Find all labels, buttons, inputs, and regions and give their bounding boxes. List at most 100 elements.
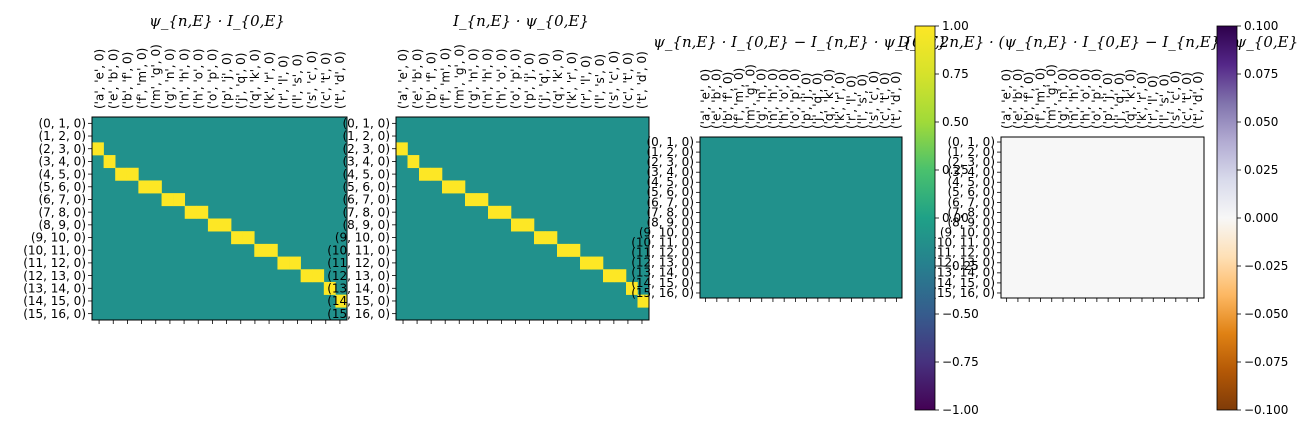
colorbar-tick-label: 0.50 bbox=[942, 115, 969, 129]
heatmap-cell bbox=[196, 205, 209, 219]
heatmap-cell bbox=[453, 180, 466, 194]
colorbar-tick-marks bbox=[935, 25, 939, 411]
x-tick-label: ('s', 'c', 0) bbox=[1169, 71, 1183, 129]
heatmap-cell bbox=[626, 281, 638, 295]
y-tick-label: (9, 10, 0) bbox=[940, 225, 995, 239]
colorbar-gradient bbox=[1216, 25, 1238, 411]
x-tick-label: ('t', 'd', 0) bbox=[1191, 71, 1205, 129]
y-tick-label: (8, 9, 0) bbox=[342, 218, 390, 232]
x-tick-label: ('p', 'j', 0) bbox=[1101, 73, 1115, 129]
colorbar-tick-label: −0.75 bbox=[942, 355, 979, 369]
y-tick-label: (8, 9, 0) bbox=[947, 215, 995, 229]
x-tick-label: ('a', 'e', 0) bbox=[698, 69, 712, 129]
x-tick-label: ('a', 'e', 0) bbox=[396, 49, 410, 109]
panel-d-times-difference: D_{F,2n,E} · (ψ_{n,E} · I_{0,E} − I_{n,E… bbox=[897, 33, 1298, 302]
colorbar-tick-label: −0.050 bbox=[1244, 307, 1288, 321]
y-tick-label: (10, 11, 0) bbox=[932, 236, 995, 250]
y-tick-label: (14, 15, 0) bbox=[23, 294, 86, 308]
x-tick-label: ('e', 'b', 0) bbox=[106, 49, 120, 109]
y-tick-label: (13, 14, 0) bbox=[327, 281, 390, 295]
x-tick-label: ('m', 'g', 0) bbox=[149, 44, 163, 109]
y-tick-label: (3, 4, 0) bbox=[38, 155, 86, 169]
heatmap-cells bbox=[700, 137, 902, 298]
y-tick-label: (7, 8, 0) bbox=[646, 205, 694, 219]
y-tick-label: (11, 12, 0) bbox=[327, 256, 390, 270]
x-tick-label: ('j', 'q', 0) bbox=[537, 53, 551, 109]
heatmap-cell bbox=[396, 142, 408, 156]
x-tick-label: ('g', 'n', 0) bbox=[163, 48, 177, 109]
x-tick-label: ('c', 't', 0) bbox=[878, 72, 892, 129]
x-tick-label: ('o', 'p', 0) bbox=[1090, 69, 1104, 129]
x-tick-label: ('m', 'g', 0) bbox=[743, 64, 757, 129]
x-tick-label: ('a', 'e', 0) bbox=[999, 69, 1013, 129]
heatmap-cells bbox=[1001, 137, 1204, 298]
panel-title: ψ_{n,E} · I_{0,E} − I_{n,E} · ψ_{0,E} bbox=[653, 33, 947, 51]
heatmap-cell bbox=[545, 231, 558, 245]
x-tick-label: ('e', 'b', 0) bbox=[1011, 69, 1025, 129]
colorbar-ticks: 1.00 0.75 0.50 0.25 0.00 −0.25 −0.50 −0.… bbox=[942, 19, 979, 417]
y-tick-labels: (0, 1, 0) (1, 2, 0) (2, 3, 0) (3, 4, 0) … bbox=[327, 117, 390, 321]
y-tick-label: (4, 5, 0) bbox=[342, 167, 390, 181]
x-tick-label: ('r', 'l', 0) bbox=[844, 75, 858, 129]
x-tick-label: ('f', 'm', 0) bbox=[135, 48, 149, 109]
x-tick-label: ('l', 's', 0) bbox=[1157, 74, 1171, 129]
y-tick-label: (2, 3, 0) bbox=[38, 142, 86, 156]
y-tick-label: (0, 1, 0) bbox=[342, 117, 390, 131]
x-tick-label: ('q', 'k', 0) bbox=[248, 49, 262, 109]
y-tick-label: (12, 13, 0) bbox=[23, 269, 86, 283]
heatmap-cell bbox=[242, 231, 255, 245]
heatmap-cell bbox=[149, 180, 162, 194]
heatmap-cell bbox=[637, 294, 650, 308]
x-tick-label: ('n', 'h', 0) bbox=[177, 48, 191, 109]
x-tick-label: ('k', 'r', 0) bbox=[565, 52, 579, 109]
y-tick-label: (12, 13, 0) bbox=[932, 256, 995, 270]
y-tick-label: (10, 11, 0) bbox=[327, 243, 390, 257]
y-tick-label: (1, 2, 0) bbox=[38, 129, 86, 143]
y-tick-label: (5, 6, 0) bbox=[342, 180, 390, 194]
colorbar-tick-label: −1.00 bbox=[942, 403, 979, 417]
x-tick-label: ('k', 'r', 0) bbox=[833, 72, 847, 129]
y-tick-label: (2, 3, 0) bbox=[342, 142, 390, 156]
heatmap-cell bbox=[126, 167, 139, 181]
y-tick-label: (9, 10, 0) bbox=[31, 231, 86, 245]
colorbar-ticks: 0.100 0.075 0.050 0.025 0.000 −0.025 −0.… bbox=[1244, 19, 1288, 417]
y-tick-label: (3, 4, 0) bbox=[342, 155, 390, 169]
x-tick-label: ('m', 'g', 0) bbox=[452, 44, 466, 109]
y-tick-label: (3, 4, 0) bbox=[947, 165, 995, 179]
heatmap-cell bbox=[265, 243, 278, 257]
y-tick-label: (1, 2, 0) bbox=[646, 145, 694, 159]
y-tick-label: (2, 3, 0) bbox=[646, 155, 694, 169]
heatmap-cell bbox=[161, 193, 174, 207]
colorbar-tick-label: 0.050 bbox=[1244, 115, 1278, 129]
x-tick-label: ('o', 'p', 0) bbox=[788, 69, 802, 129]
heatmap-cell bbox=[442, 180, 454, 194]
y-tick-label: (15, 16, 0) bbox=[631, 286, 694, 300]
x-tick-label: ('j', 'q', 0) bbox=[1112, 73, 1126, 129]
heatmap-cell bbox=[511, 218, 523, 232]
colorbar-puor: 0.100 0.075 0.050 0.025 0.000 −0.025 −0.… bbox=[1216, 19, 1288, 417]
x-tick-label: ('t', 'd', 0) bbox=[333, 51, 347, 109]
heatmap-cell bbox=[277, 256, 290, 270]
heatmap-cell bbox=[614, 269, 627, 283]
x-tick-label: ('l', 's', 0) bbox=[856, 74, 870, 129]
tick-marks bbox=[392, 122, 643, 324]
heatmap-cell bbox=[173, 193, 186, 207]
y-tick-label: (15, 16, 0) bbox=[327, 307, 390, 321]
y-tick-label: (6, 7, 0) bbox=[38, 193, 86, 207]
x-tick-label: ('o', 'p', 0) bbox=[206, 49, 220, 109]
y-tick-label: (11, 12, 0) bbox=[23, 256, 86, 270]
y-tick-label: (14, 15, 0) bbox=[932, 276, 995, 290]
colorbar-viridis: 1.00 0.75 0.50 0.25 0.00 −0.25 −0.50 −0.… bbox=[914, 19, 979, 417]
y-tick-label: (14, 15, 0) bbox=[327, 294, 390, 308]
colorbar-tick-label: 0.25 bbox=[942, 163, 969, 177]
heatmap-cell bbox=[419, 167, 431, 181]
heatmap-cell bbox=[499, 205, 512, 219]
y-tick-label: (0, 1, 0) bbox=[947, 135, 995, 149]
colorbar-tick-label: 0.000 bbox=[1244, 211, 1278, 225]
heatmap-cell bbox=[407, 155, 420, 169]
x-tick-labels: ('a', 'e', 0) ('e', 'b', 0) ('b', 'f', 0… bbox=[698, 64, 903, 129]
y-tick-label: (4, 5, 0) bbox=[947, 175, 995, 189]
y-tick-label: (13, 14, 0) bbox=[23, 281, 86, 295]
heatmap-cell bbox=[300, 269, 313, 283]
y-tick-label: (6, 7, 0) bbox=[646, 195, 694, 209]
